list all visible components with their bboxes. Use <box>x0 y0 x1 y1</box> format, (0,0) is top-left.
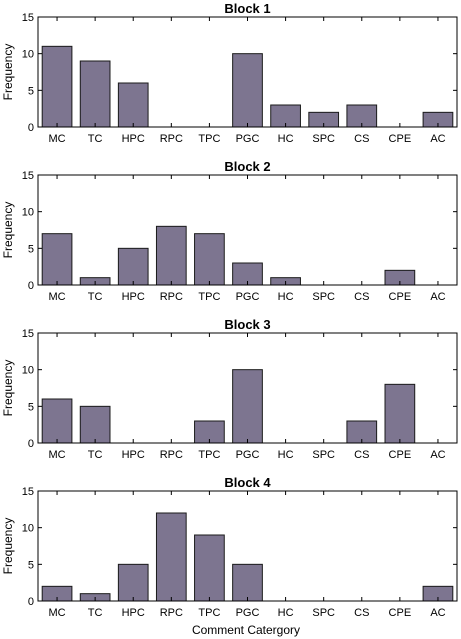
chart-panel-1: Block 1 0 5 10 15 MC TC HPC RPC TPC PGC HC SPC CS CPE A… <box>1 1 458 145</box>
x-tick-label: HPC <box>122 291 145 303</box>
x-tick-label: TC <box>88 133 103 145</box>
chart-panel-2: Block 2 0 5 10 15 MC TC HPC RPC TPC PGC HC SPC CS CPE A… <box>1 159 458 303</box>
y-tick-label: 10 <box>22 207 34 219</box>
x-tick-label: HC <box>278 291 294 303</box>
x-tick-label: CS <box>354 449 369 461</box>
bar-tpc <box>194 233 225 286</box>
bar-hpc <box>117 563 149 602</box>
x-tick-label: RPC <box>160 133 183 145</box>
x-tick-label: RPC <box>160 449 183 461</box>
x-tick-label: PGC <box>236 291 260 303</box>
x-tick-label: HC <box>278 133 294 145</box>
y-tick-label: 5 <box>28 85 34 97</box>
x-tick-label: MC <box>48 291 65 303</box>
bar-pgc <box>232 53 263 128</box>
x-tick-label: TPC <box>198 133 220 145</box>
bar-mc <box>41 398 73 444</box>
x-tick-label: CS <box>354 607 369 619</box>
chart-panel-4: Block 4 0 5 10 15 MC TC HPC RPC TPC PGC HC SPC CS CPE A… <box>1 475 458 619</box>
y-tick-label: 5 <box>28 401 34 413</box>
y-tick-label: 15 <box>22 170 34 182</box>
x-tick-label: MC <box>48 607 65 619</box>
y-tick-label: 10 <box>22 523 34 535</box>
chart-title: Block 1 <box>224 1 270 16</box>
y-axis-label: Frequency <box>1 360 15 417</box>
x-tick-label: PGC <box>236 607 260 619</box>
bar-mc <box>41 45 73 128</box>
x-tick-label: MC <box>48 449 65 461</box>
y-tick-label: 0 <box>28 438 34 450</box>
x-tick-label: CPE <box>389 133 412 145</box>
bar-rpc <box>155 225 187 286</box>
x-tick-label: TPC <box>198 607 220 619</box>
bar-tc <box>79 405 111 444</box>
y-axis-label: Frequency <box>1 44 15 101</box>
x-tick-label: CPE <box>389 607 412 619</box>
x-tick-label: SPC <box>312 607 335 619</box>
x-tick-label: TPC <box>198 291 220 303</box>
x-tick-label: HC <box>278 449 294 461</box>
x-tick-label: HPC <box>122 449 145 461</box>
y-tick-label: 10 <box>22 49 34 61</box>
x-tick-label: HC <box>278 607 294 619</box>
y-tick-label: 10 <box>22 365 34 377</box>
x-tick-label: RPC <box>160 291 183 303</box>
bar-pgc <box>232 369 263 444</box>
bar-hpc <box>117 247 149 286</box>
y-tick-label: 0 <box>28 280 34 292</box>
x-tick-label: TC <box>88 291 103 303</box>
x-tick-label: AC <box>430 449 445 461</box>
y-tick-label: 0 <box>28 122 34 134</box>
y-tick-label: 15 <box>22 328 34 340</box>
x-tick-label: AC <box>430 133 445 145</box>
x-tick-label: TC <box>88 607 103 619</box>
chart-title: Block 4 <box>224 475 271 490</box>
y-tick-label: 5 <box>28 559 34 571</box>
bar-cpe <box>384 383 416 444</box>
chart-panel-3: Block 3 0 5 10 15 MC TC HPC RPC TPC PGC HC SPC CS CPE A… <box>1 317 458 461</box>
bar-rpc <box>155 512 187 602</box>
y-tick-label: 15 <box>22 486 34 498</box>
x-tick-label: CPE <box>389 449 412 461</box>
chart-title: Block 2 <box>224 159 270 174</box>
bar-mc <box>41 233 73 286</box>
x-tick-label: SPC <box>312 291 335 303</box>
x-tick-label: RPC <box>160 607 183 619</box>
y-tick-label: 15 <box>22 12 34 24</box>
x-tick-label: SPC <box>312 133 335 145</box>
y-axis-label: Frequency <box>1 518 15 575</box>
x-tick-label: CS <box>354 291 369 303</box>
x-tick-label: PGC <box>236 449 260 461</box>
x-tick-label: TPC <box>198 449 220 461</box>
y-tick-label: 0 <box>28 596 34 608</box>
bar-tc <box>79 60 111 128</box>
x-tick-label: SPC <box>312 449 335 461</box>
y-tick-label: 5 <box>28 243 34 255</box>
x-tick-label: PGC <box>236 133 260 145</box>
x-tick-label: HPC <box>122 607 145 619</box>
bar-pgc <box>232 563 263 602</box>
bar-tpc <box>194 534 225 602</box>
x-tick-label: TC <box>88 449 103 461</box>
x-tick-label: CS <box>354 133 369 145</box>
x-tick-label: CPE <box>389 291 412 303</box>
x-tick-label: MC <box>48 133 65 145</box>
x-tick-label: AC <box>430 291 445 303</box>
bar-hpc <box>117 82 149 128</box>
chart-title: Block 3 <box>224 317 270 332</box>
x-axis-label: Comment Catergory <box>192 623 300 637</box>
x-tick-label: AC <box>430 607 445 619</box>
x-tick-label: HPC <box>122 133 145 145</box>
y-axis-label: Frequency <box>1 202 15 259</box>
